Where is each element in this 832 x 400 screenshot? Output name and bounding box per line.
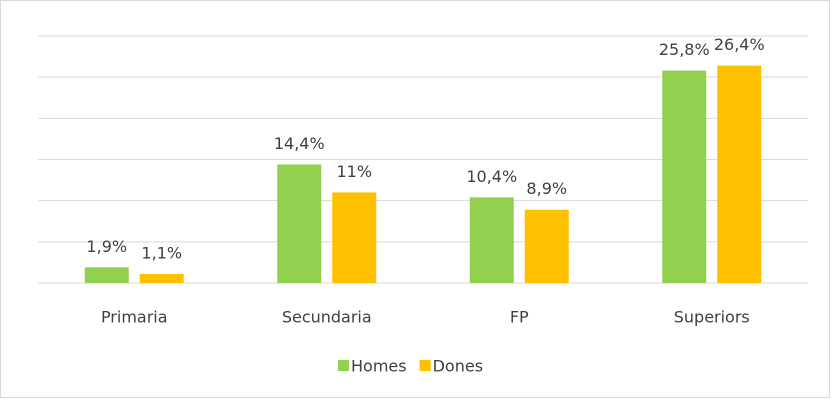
bar [662,70,707,283]
data-label: 1,9% [86,237,127,256]
bar [277,164,322,283]
data-label: 10,4% [466,167,517,186]
bar [524,209,569,283]
bar [717,65,762,283]
legend-swatch [338,360,349,371]
data-label: 1,1% [141,243,182,262]
legend-label: Homes [351,357,407,376]
data-label: 14,4% [274,134,325,153]
x-tick-label: Secundaria [282,308,372,327]
legend-label: Dones [433,357,483,376]
data-label: 11% [336,162,372,181]
legend-swatch [419,360,431,371]
bar [332,192,377,283]
x-tick-label: Superiors [674,308,750,327]
data-label: 25,8% [659,40,710,59]
data-label: 8,9% [526,179,567,198]
bar [139,273,184,283]
x-tick-label: FP [510,308,529,327]
bar [84,267,129,283]
data-label: 26,4% [714,35,765,54]
bar [469,197,514,283]
x-tick-label: Primaria [101,308,168,327]
